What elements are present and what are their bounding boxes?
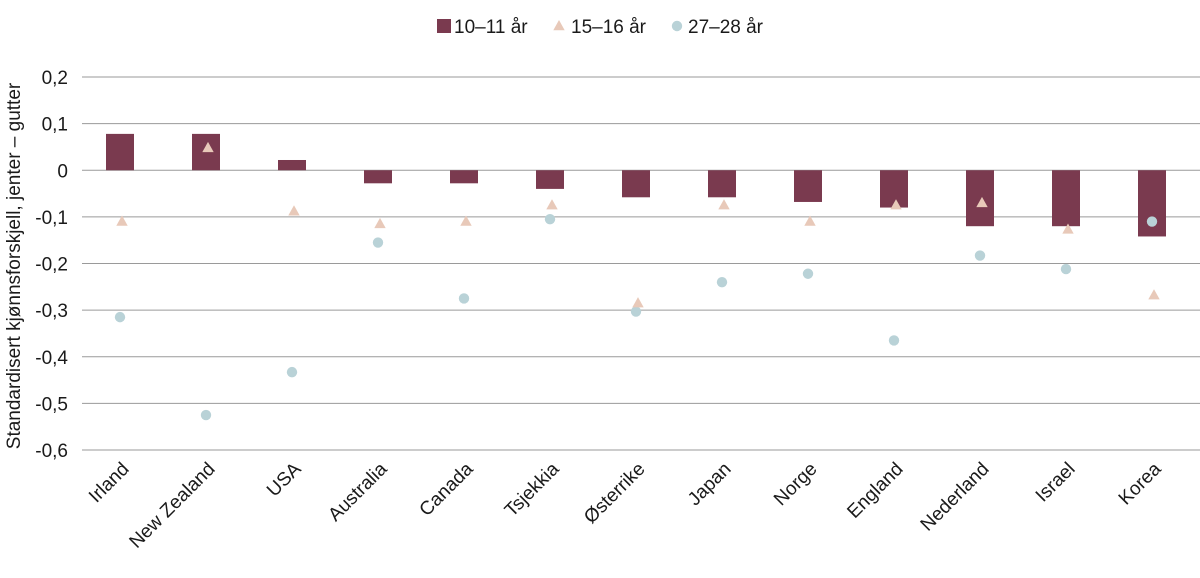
bar [1052, 170, 1080, 227]
x-category-label: Japan [684, 459, 735, 510]
legend-swatch-bar [437, 19, 451, 33]
x-category-label: Irland [85, 459, 133, 507]
x-category-label: New Zealand [126, 459, 220, 553]
point-27-28 [888, 335, 900, 346]
point-15-16 [116, 215, 128, 226]
legend-swatch-triangle [553, 20, 565, 31]
point-15-16 [718, 199, 730, 210]
x-category-label: Korea [1115, 458, 1166, 509]
point-27-28 [630, 306, 642, 317]
point-15-16 [546, 199, 558, 210]
legend-label: 15–16 år [571, 17, 647, 38]
x-category-label: Tsjekkia [501, 458, 564, 521]
gridlines [82, 76, 1200, 451]
y-tick-label: -0,3 [35, 301, 68, 322]
point-27-28 [286, 366, 298, 378]
bar [708, 170, 736, 198]
bars-series [106, 133, 1166, 237]
point-15-16 [374, 217, 386, 229]
point-27-28 [372, 237, 384, 248]
point-15-16 [202, 141, 214, 153]
point-27-28 [458, 293, 470, 304]
bar [622, 170, 650, 198]
point-27-28 [544, 214, 556, 225]
x-category-label: Canada [416, 458, 478, 520]
point-27-28 [716, 276, 728, 288]
bar [450, 170, 478, 184]
x-category-label: Østerrike [580, 459, 649, 528]
y-tick-label: -0,4 [35, 348, 68, 369]
x-category-label: England [843, 459, 907, 523]
y-tick-label: -0,2 [35, 255, 68, 276]
point-15-16 [288, 205, 300, 216]
point-27-28 [802, 268, 814, 279]
point-27-28 [114, 311, 126, 323]
point-27-28 [974, 250, 986, 261]
point-27-28 [1146, 216, 1158, 227]
point-15-16 [460, 215, 472, 226]
x-category-label: Nederland [917, 459, 994, 536]
x-category-label: Israel [1032, 459, 1080, 507]
x-category-label: Australia [324, 458, 391, 525]
bar [364, 170, 392, 184]
y-tick-label: -0,1 [35, 208, 68, 229]
bar [536, 170, 564, 189]
y-tick-label: -0,6 [35, 441, 68, 462]
legend-label: 10–11 år [454, 17, 528, 38]
point-27-28 [1060, 263, 1072, 275]
bar [794, 170, 822, 202]
point-15-16 [632, 297, 644, 308]
x-category-label: USA [263, 458, 306, 501]
y-tick-label: -0,5 [35, 394, 68, 415]
y-tick-label: 0,1 [42, 115, 68, 136]
point-15-16 [804, 215, 816, 226]
marker-series [114, 141, 1160, 421]
point-27-28 [200, 409, 212, 421]
bar [106, 133, 134, 171]
point-15-16 [976, 196, 988, 208]
point-15-16 [1148, 289, 1160, 300]
legend: 10–11 år 15–16 år 27–28 år [437, 17, 764, 38]
point-15-16 [1062, 223, 1074, 234]
y-axis-label: Standardisert kjønnsforskjell, jenter – … [4, 82, 25, 449]
bar [966, 170, 994, 227]
bar [278, 159, 306, 171]
legend-swatch-circle [671, 20, 683, 32]
y-tick-labels: 0,2 0,1 0 -0,1 -0,2 -0,3 -0,4 -0,5 -0,6 [35, 68, 68, 462]
x-category-label: Norge [770, 459, 821, 510]
point-15-16 [890, 199, 902, 210]
bar [880, 170, 908, 208]
y-tick-label: 0,2 [42, 68, 68, 89]
legend-label: 27–28 år [688, 17, 764, 38]
y-tick-label: 0 [57, 161, 68, 182]
